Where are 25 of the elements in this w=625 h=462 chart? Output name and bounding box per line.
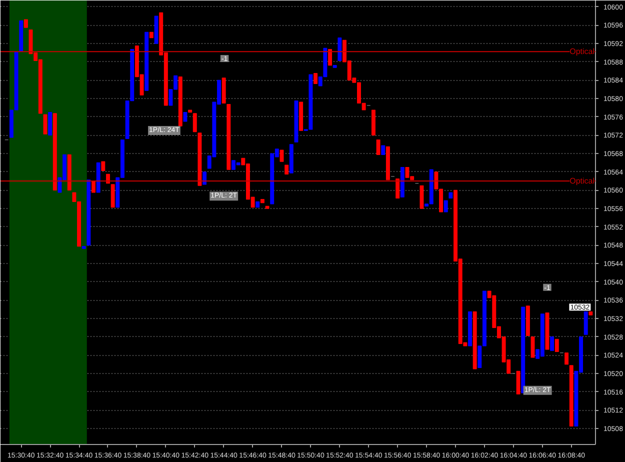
candlestick: [516, 370, 520, 395]
candlestick: [530, 336, 535, 358]
candlestick: [396, 178, 400, 199]
candlestick: [550, 336, 554, 352]
candlestick: [328, 49, 332, 66]
candlestick: [284, 164, 289, 174]
candlestick: [381, 145, 386, 155]
candlestick: [584, 311, 588, 336]
candlestick: [314, 73, 318, 84]
candlestick: [202, 171, 207, 185]
candlestick: [280, 150, 284, 162]
candlestick: [101, 161, 106, 172]
candlestick: [43, 114, 48, 135]
candlestick: [420, 185, 424, 210]
candlestick: [376, 139, 380, 155]
ref-line-label: Optical: [570, 176, 595, 186]
candlestick: [192, 112, 197, 132]
candlestick: [110, 184, 115, 208]
candlestick: [564, 352, 569, 365]
candlestick: [48, 112, 52, 136]
candlestick: [554, 338, 559, 352]
candlestick: [183, 112, 188, 122]
ref-line-label: Optical: [570, 47, 595, 56]
candlestick: [444, 200, 448, 212]
candlestick: [338, 38, 342, 62]
